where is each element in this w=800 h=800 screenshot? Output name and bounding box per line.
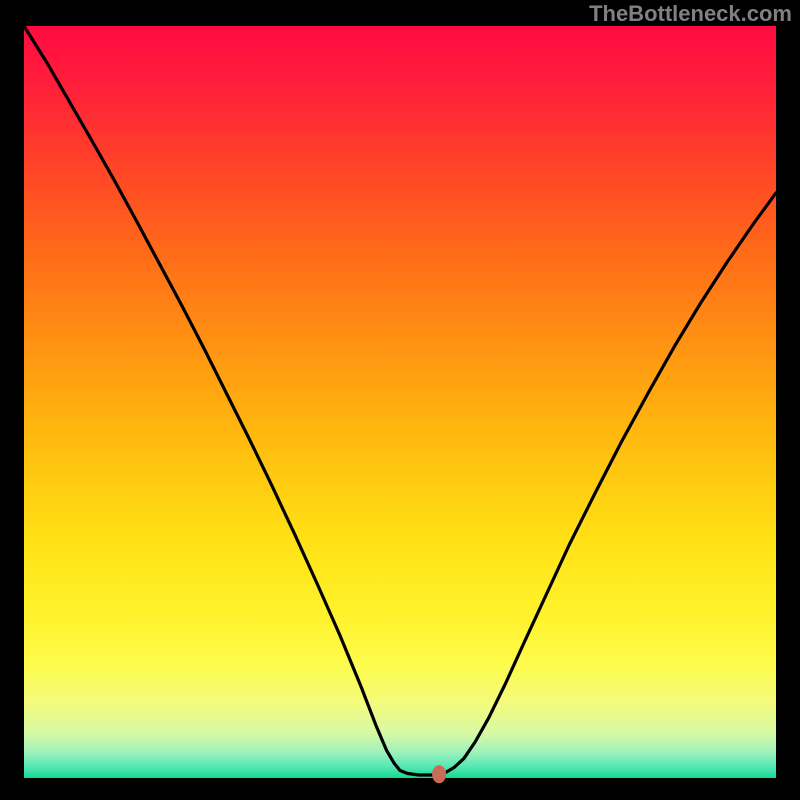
bottleneck-chart-svg xyxy=(24,26,776,778)
watermark-label: TheBottleneck.com xyxy=(589,1,792,27)
chart-frame: TheBottleneck.com xyxy=(0,0,800,800)
optimal-point-marker xyxy=(432,765,446,783)
gradient-background xyxy=(24,26,776,778)
plot-area xyxy=(24,26,776,778)
